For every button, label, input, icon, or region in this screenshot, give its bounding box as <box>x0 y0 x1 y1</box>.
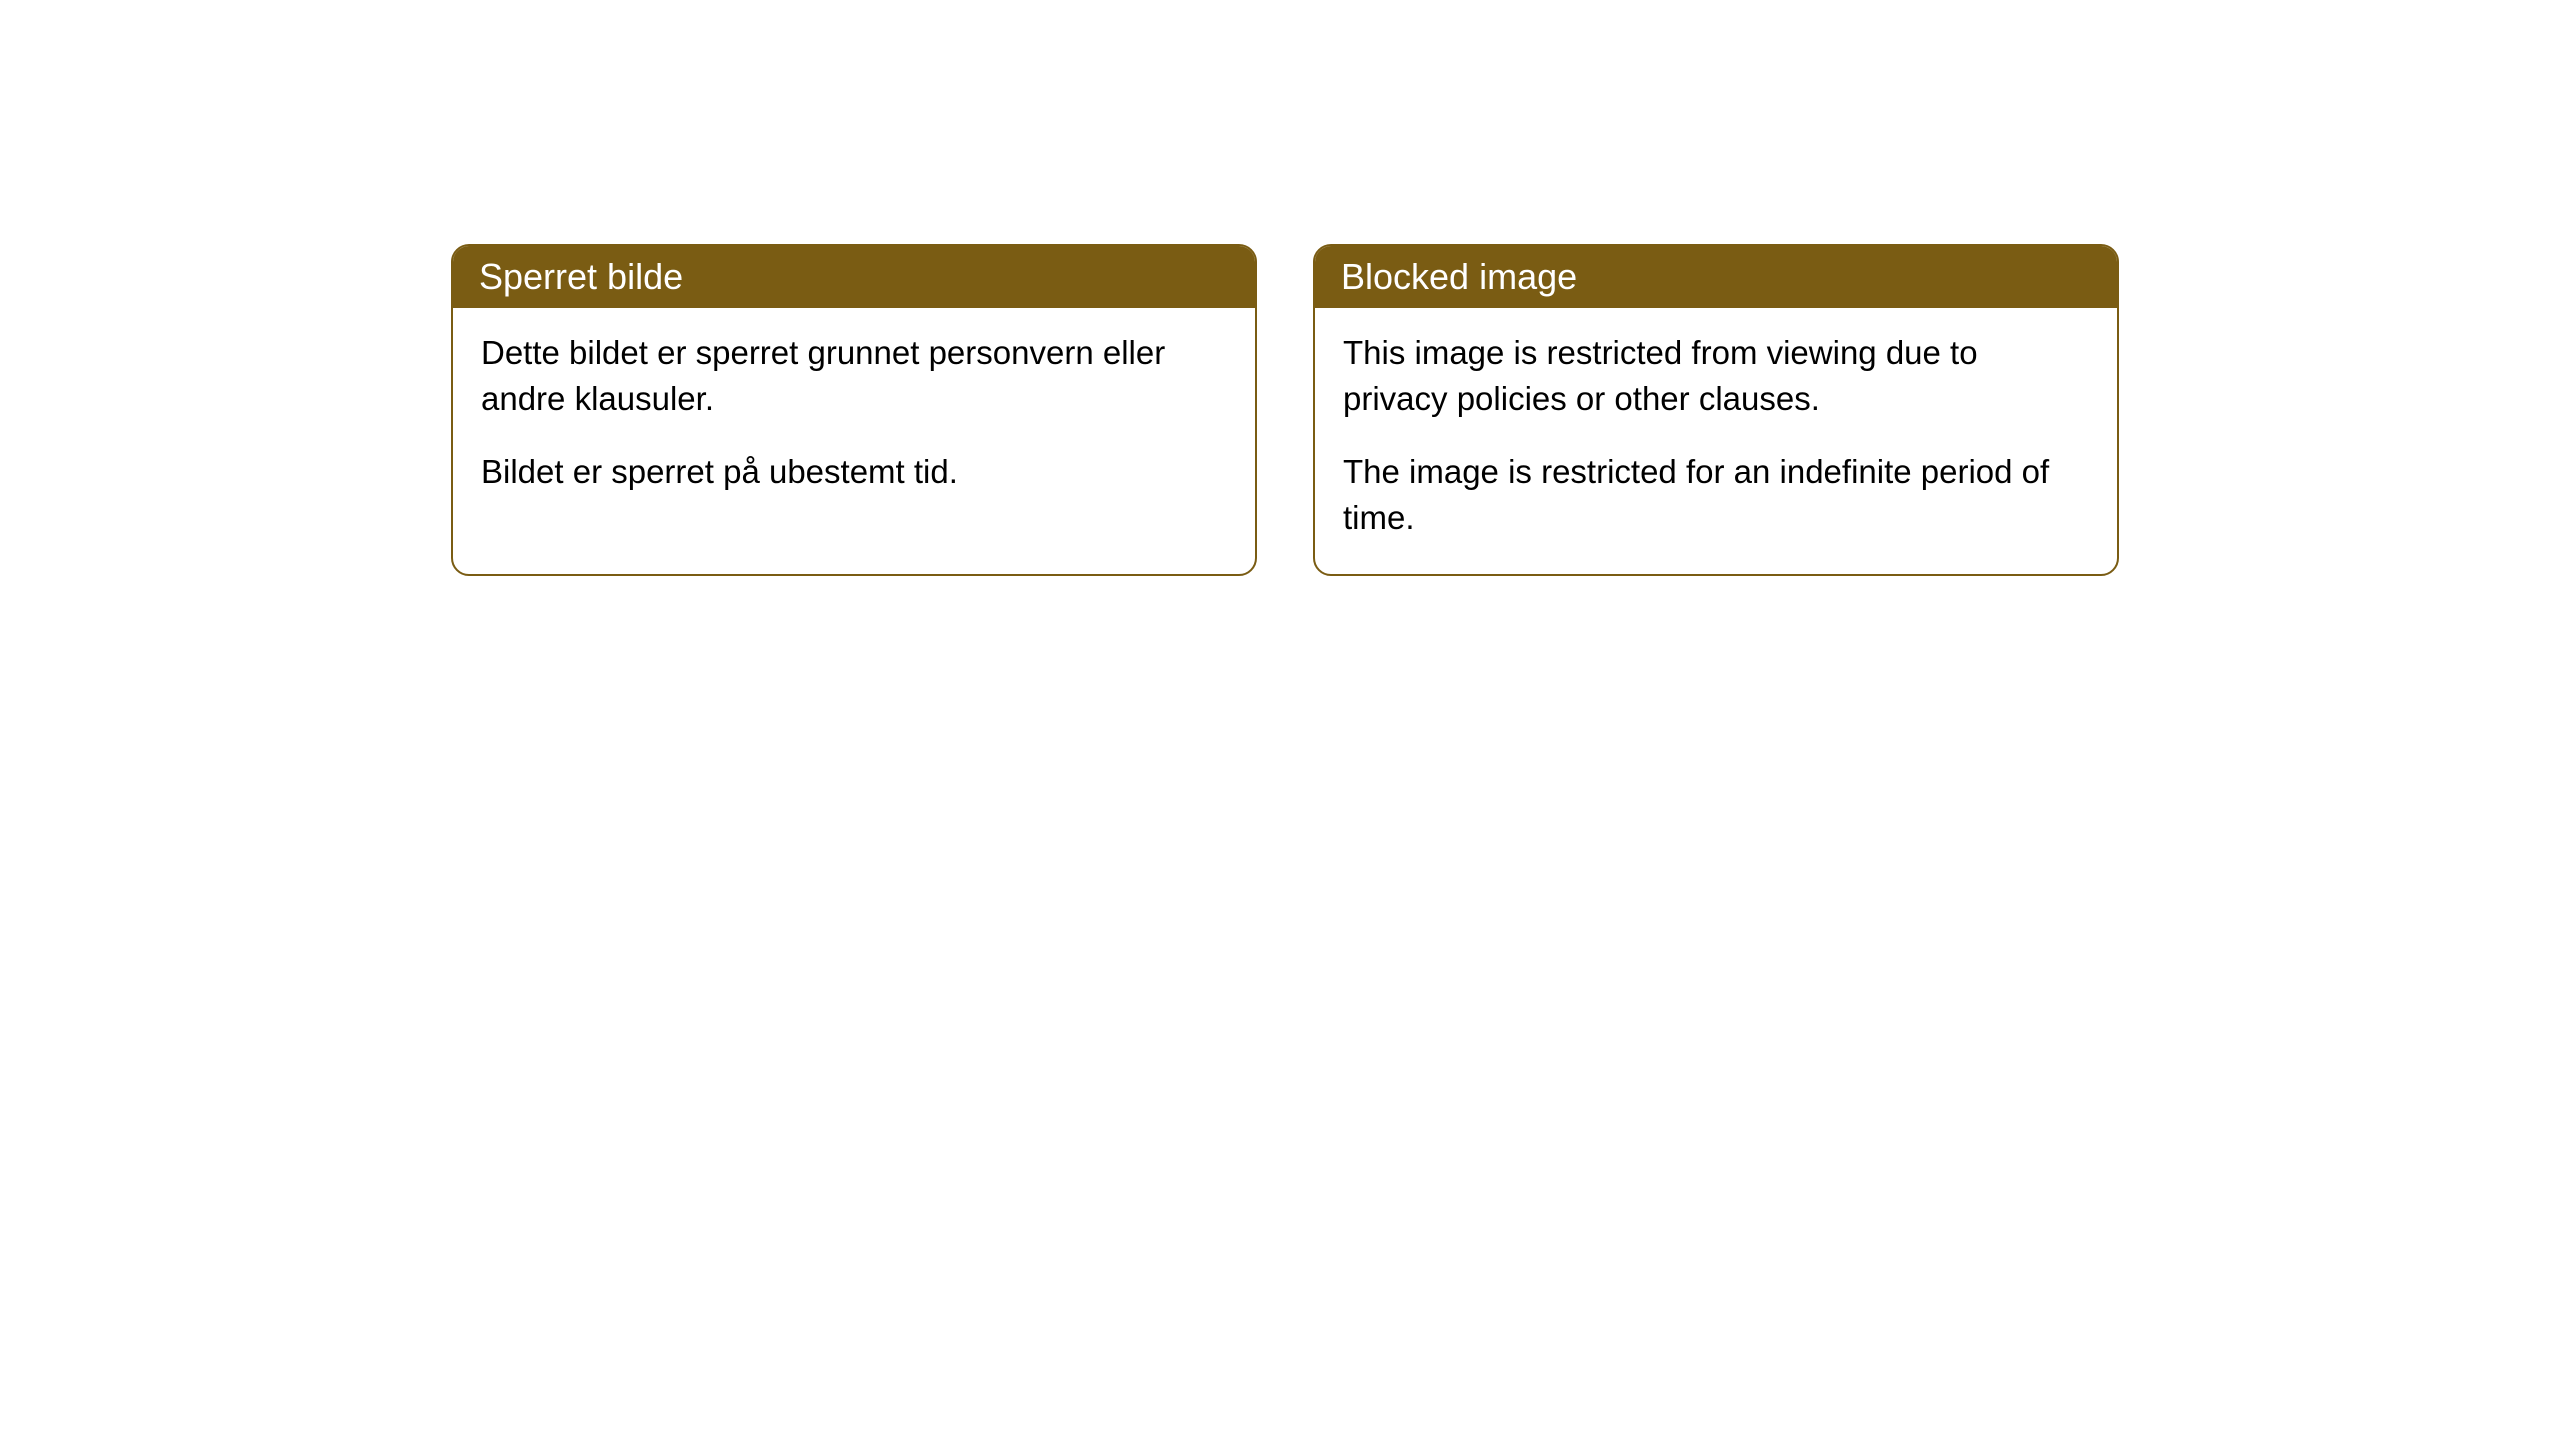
card-header: Sperret bilde <box>453 246 1255 308</box>
card-paragraph: Bildet er sperret på ubestemt tid. <box>481 449 1227 495</box>
card-paragraph: The image is restricted for an indefinit… <box>1343 449 2089 540</box>
card-paragraph: Dette bildet er sperret grunnet personve… <box>481 330 1227 421</box>
blocked-image-card-english: Blocked image This image is restricted f… <box>1313 244 2119 576</box>
card-title: Blocked image <box>1341 256 1577 297</box>
card-header: Blocked image <box>1315 246 2117 308</box>
card-paragraph: This image is restricted from viewing du… <box>1343 330 2089 421</box>
card-title: Sperret bilde <box>479 256 683 297</box>
card-body: Dette bildet er sperret grunnet personve… <box>453 308 1255 529</box>
blocked-image-card-norwegian: Sperret bilde Dette bildet er sperret gr… <box>451 244 1257 576</box>
cards-container: Sperret bilde Dette bildet er sperret gr… <box>451 244 2119 576</box>
card-body: This image is restricted from viewing du… <box>1315 308 2117 574</box>
